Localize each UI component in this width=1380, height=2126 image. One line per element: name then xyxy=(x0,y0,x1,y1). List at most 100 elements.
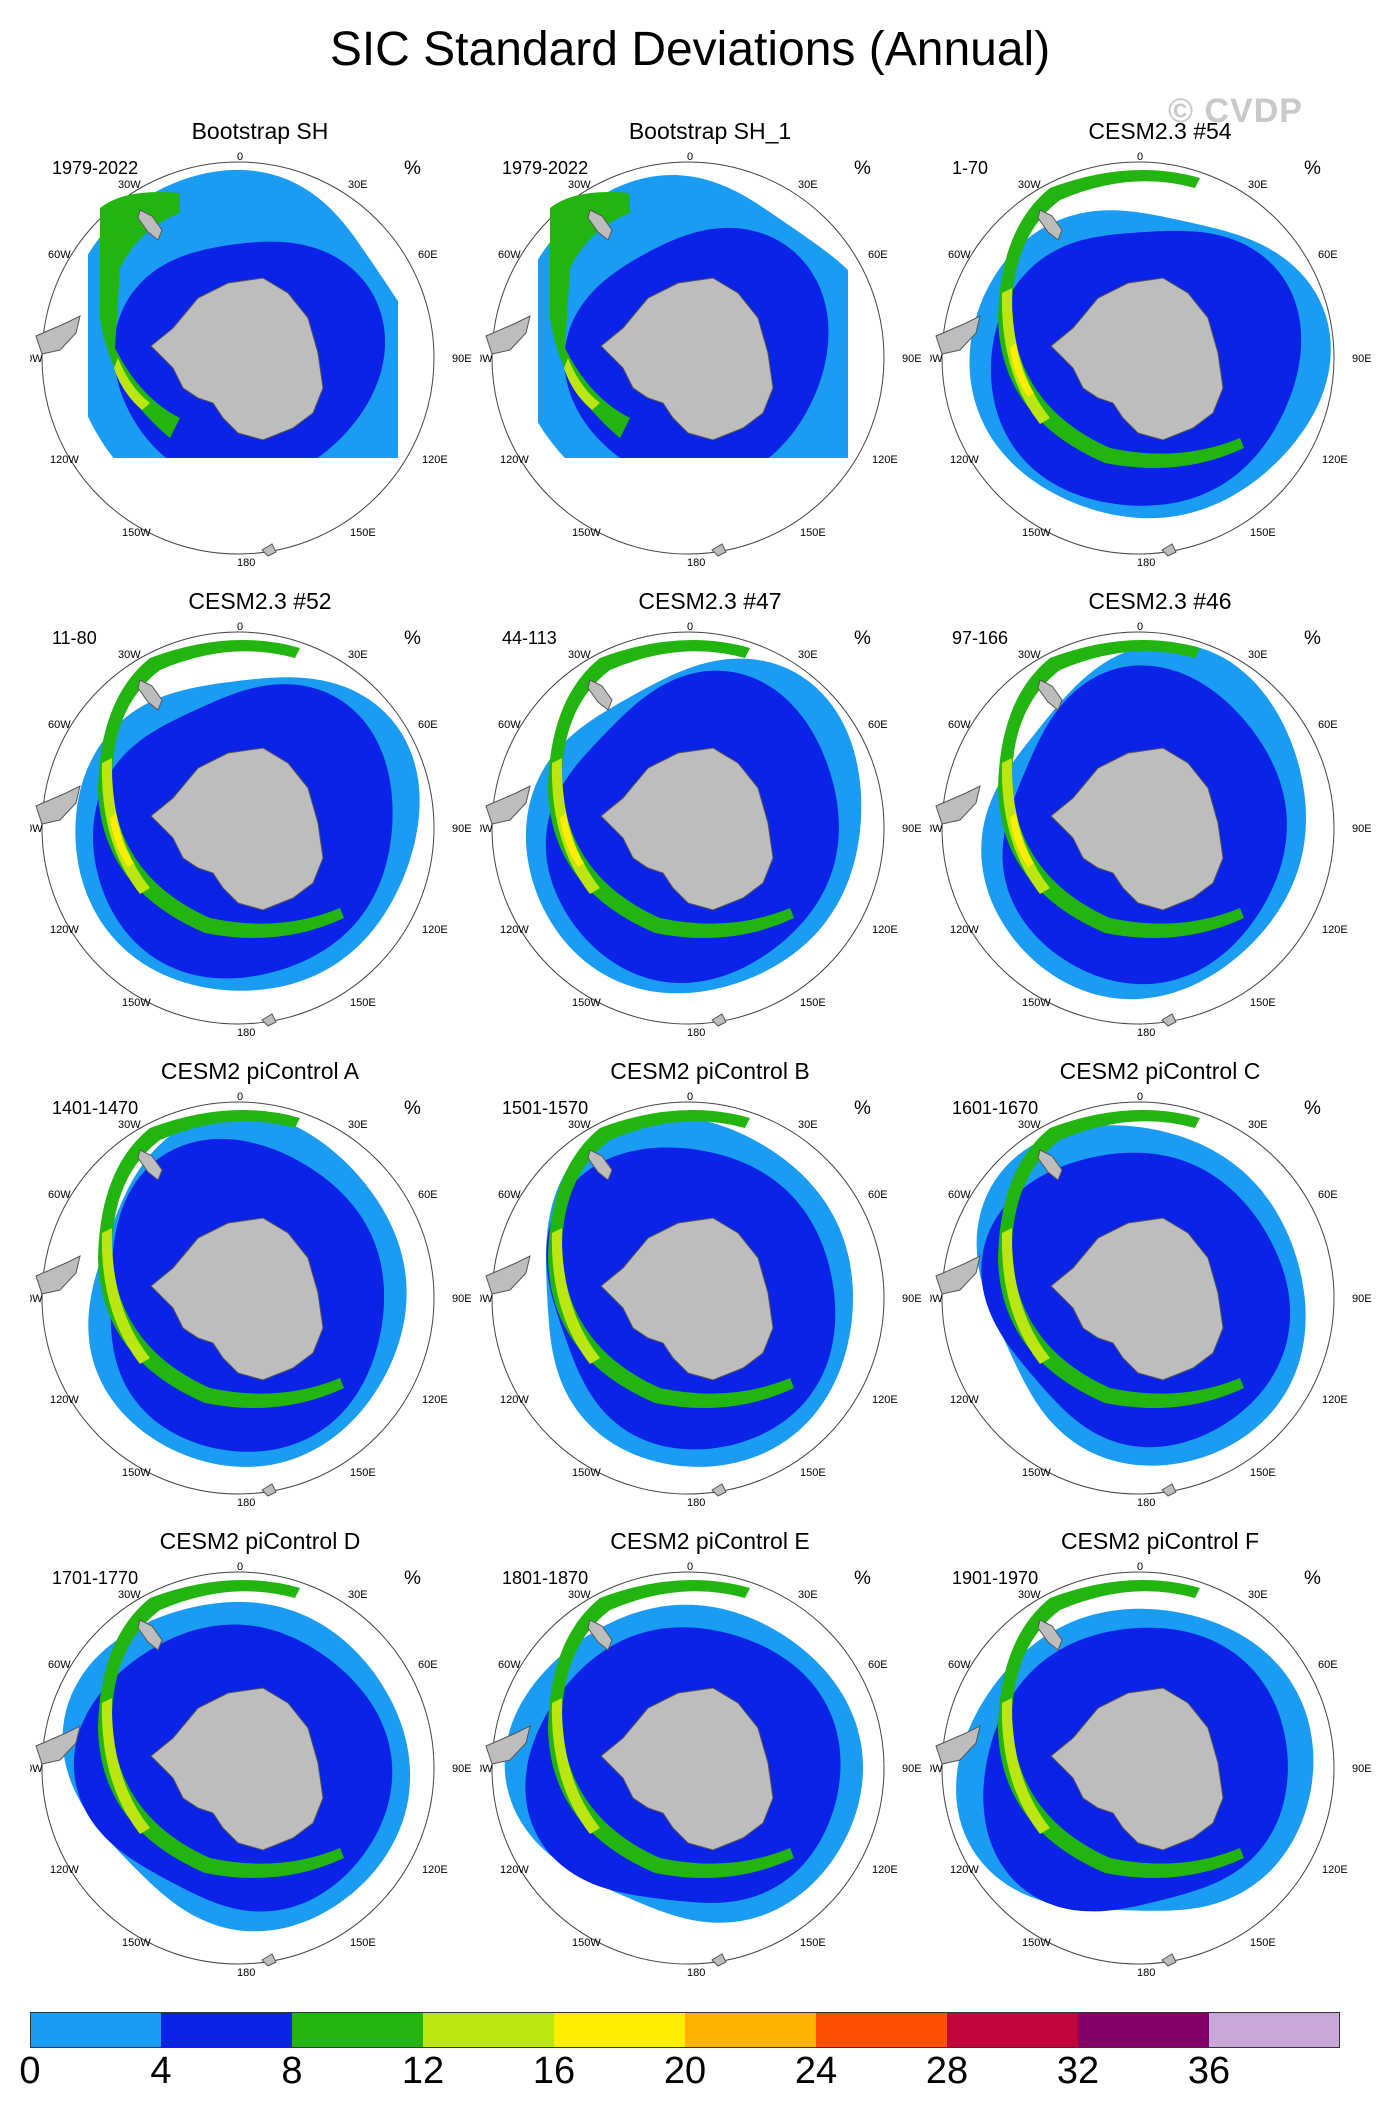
lon-label-ne60: 60E xyxy=(1318,1189,1338,1201)
lon-label-nw30: 30W xyxy=(568,649,591,661)
polar-map: 0 30E 60E 90E 120E 150E 180 150W 120W 90W 60W 30W xyxy=(30,621,472,1039)
lon-label-bottom: 180 xyxy=(237,557,255,569)
polar-map: 0 30E 60E 90E 120E 150E 180 150W 120W 90W 60W 30W xyxy=(480,621,922,1039)
colorbar-tick-label: 16 xyxy=(532,2050,576,2092)
colorbar-swatch xyxy=(1209,2012,1340,2048)
antarctica-landmass xyxy=(150,1217,324,1381)
lon-label-se150: 150E xyxy=(1250,1467,1276,1479)
south-america-landmass xyxy=(485,1725,531,1765)
new-zealand-landmass xyxy=(711,1013,727,1027)
new-zealand-landmass xyxy=(261,543,277,557)
lon-label-sw120: 120W xyxy=(50,1864,79,1876)
lon-label-ne60: 60E xyxy=(1318,249,1338,261)
lon-label-sw150: 150W xyxy=(122,1937,151,1949)
lon-label-se120: 120E xyxy=(1322,924,1348,936)
lon-label-sw120: 120W xyxy=(50,454,79,466)
lon-label-bottom: 180 xyxy=(237,1967,255,1979)
lon-label-se120: 120E xyxy=(872,454,898,466)
panel-title: Bootstrap SH_1 xyxy=(628,118,792,144)
lon-label-sw120: 120W xyxy=(50,1394,79,1406)
colorbar-swatch xyxy=(554,2012,685,2048)
panel-unit: % xyxy=(1304,628,1321,649)
new-zealand-landmass xyxy=(1161,1483,1177,1497)
lon-label-sw150: 150W xyxy=(122,997,151,1009)
south-america-landmass xyxy=(485,1255,531,1295)
polar-map: 0 30E 60E 90E 120E 150E 180 150W 120W 90W 60W 30W xyxy=(30,151,472,569)
lon-label-sw150: 150W xyxy=(572,1937,601,1949)
panel-unit: % xyxy=(854,1098,871,1119)
panel-unit: % xyxy=(404,1098,421,1119)
lon-label-sw150: 150W xyxy=(122,1467,151,1479)
lon-label-w90: 90W xyxy=(930,1763,943,1775)
lon-label-nw30: 30W xyxy=(1018,1589,1041,1601)
lon-label-top: 0 xyxy=(1137,621,1143,633)
antarctica-landmass xyxy=(600,277,774,441)
map-panel: CESM2.3 #46 97-166% 0 30E 60E 90E 120E 150E 180 1… xyxy=(930,588,1380,1048)
lon-label-w90: 90W xyxy=(30,823,43,835)
lon-label-se150: 150E xyxy=(1250,997,1276,1009)
panel-unit: % xyxy=(854,158,871,179)
panel-years: 1401-1470 xyxy=(52,1098,139,1118)
map-panel: CESM2 piControl C 1601-1670% 0 30E 60E 90E 120… xyxy=(930,1058,1380,1518)
lon-label-ne60: 60E xyxy=(868,1189,888,1201)
south-america-landmass xyxy=(35,785,81,825)
map-panel: CESM2 piControl D 1701-1770% 0 30E 60E 90E 120… xyxy=(30,1528,480,1988)
lon-label-nw30: 30W xyxy=(568,1589,591,1601)
lon-label-sw120: 120W xyxy=(950,1864,979,1876)
lon-label-top: 0 xyxy=(1137,151,1143,163)
polar-map: 0 30E 60E 90E 120E 150E 180 150W 120W 90W 60W 30W xyxy=(930,621,1372,1039)
lon-label-nw60: 60W xyxy=(48,719,71,731)
lon-label-w90: 90W xyxy=(480,1763,493,1775)
lon-label-bottom: 180 xyxy=(1137,1497,1155,1509)
lon-label-ne60: 60E xyxy=(418,1189,438,1201)
lon-label-bottom: 180 xyxy=(237,1027,255,1039)
lon-label-se120: 120E xyxy=(422,454,448,466)
lon-label-w90: 90W xyxy=(30,353,43,365)
lon-label-ne30: 30E xyxy=(348,179,368,191)
sic-level-16-20 xyxy=(110,813,134,867)
lon-label-nw30: 30W xyxy=(118,1119,141,1131)
polar-map: 0 30E 60E 90E 120E 150E 180 150W 120W 90W 60W 30W xyxy=(930,151,1372,569)
lon-label-ne30: 30E xyxy=(1248,1589,1268,1601)
map-panel: CESM2 piControl A 1401-1470% 0 30E 60E 90E 120… xyxy=(30,1058,480,1518)
lon-label-ne60: 60E xyxy=(868,1659,888,1671)
polar-map: 0 30E 60E 90E 120E 150E 180 150W 120W 90W 60W 30W xyxy=(30,1091,472,1509)
lon-label-w90: 90W xyxy=(930,1293,943,1305)
colorbar-tick-label: 32 xyxy=(1056,2050,1100,2092)
panel-years: 97-166 xyxy=(952,628,1009,648)
lon-label-w90: 90W xyxy=(930,353,943,365)
lon-label-sw150: 150W xyxy=(1022,1937,1051,1949)
lon-label-se150: 150E xyxy=(800,1467,826,1479)
lon-label-e90: 90E xyxy=(1352,1293,1372,1305)
lon-label-nw60: 60W xyxy=(948,1189,971,1201)
lon-label-ne60: 60E xyxy=(418,719,438,731)
lon-label-sw120: 120W xyxy=(500,924,529,936)
lon-label-sw120: 120W xyxy=(500,1864,529,1876)
lon-label-ne60: 60E xyxy=(418,249,438,261)
sic-level-16-20 xyxy=(560,813,584,867)
lon-label-se150: 150E xyxy=(800,1937,826,1949)
lon-label-sw150: 150W xyxy=(1022,527,1051,539)
lon-label-ne30: 30E xyxy=(1248,179,1268,191)
lon-label-se120: 120E xyxy=(872,924,898,936)
map-panel: CESM2.3 #47 44-113% 0 30E 60E 90E 120E 150E 180 1… xyxy=(480,588,930,1048)
lon-label-nw60: 60W xyxy=(948,719,971,731)
lon-label-nw30: 30W xyxy=(1018,649,1041,661)
panel-unit: % xyxy=(404,158,421,179)
lon-label-bottom: 180 xyxy=(687,1497,705,1509)
antarctica-landmass xyxy=(1050,1217,1224,1381)
panel-years: 1801-1870 xyxy=(502,1568,589,1588)
lon-label-bottom: 180 xyxy=(687,557,705,569)
lon-label-ne30: 30E xyxy=(798,649,818,661)
colorbar-swatch xyxy=(161,2012,292,2048)
lon-label-sw150: 150W xyxy=(572,1467,601,1479)
figure-title: SIC Standard Deviations (Annual) xyxy=(329,23,1051,76)
lon-label-nw60: 60W xyxy=(498,719,521,731)
panel-title: CESM2 piControl E xyxy=(610,1528,810,1554)
lon-label-ne30: 30E xyxy=(798,1119,818,1131)
polar-map: 0 30E 60E 90E 120E 150E 180 150W 120W 90W 60W 30W xyxy=(930,1091,1372,1509)
antarctic-peninsula xyxy=(137,1149,163,1181)
map-panel: CESM2.3 #54 1-70% 0 30E 60E 90E 120E 150E 180 150… xyxy=(930,118,1380,578)
colorbar-tick-label: 28 xyxy=(925,2050,969,2092)
south-america-landmass xyxy=(935,315,981,355)
